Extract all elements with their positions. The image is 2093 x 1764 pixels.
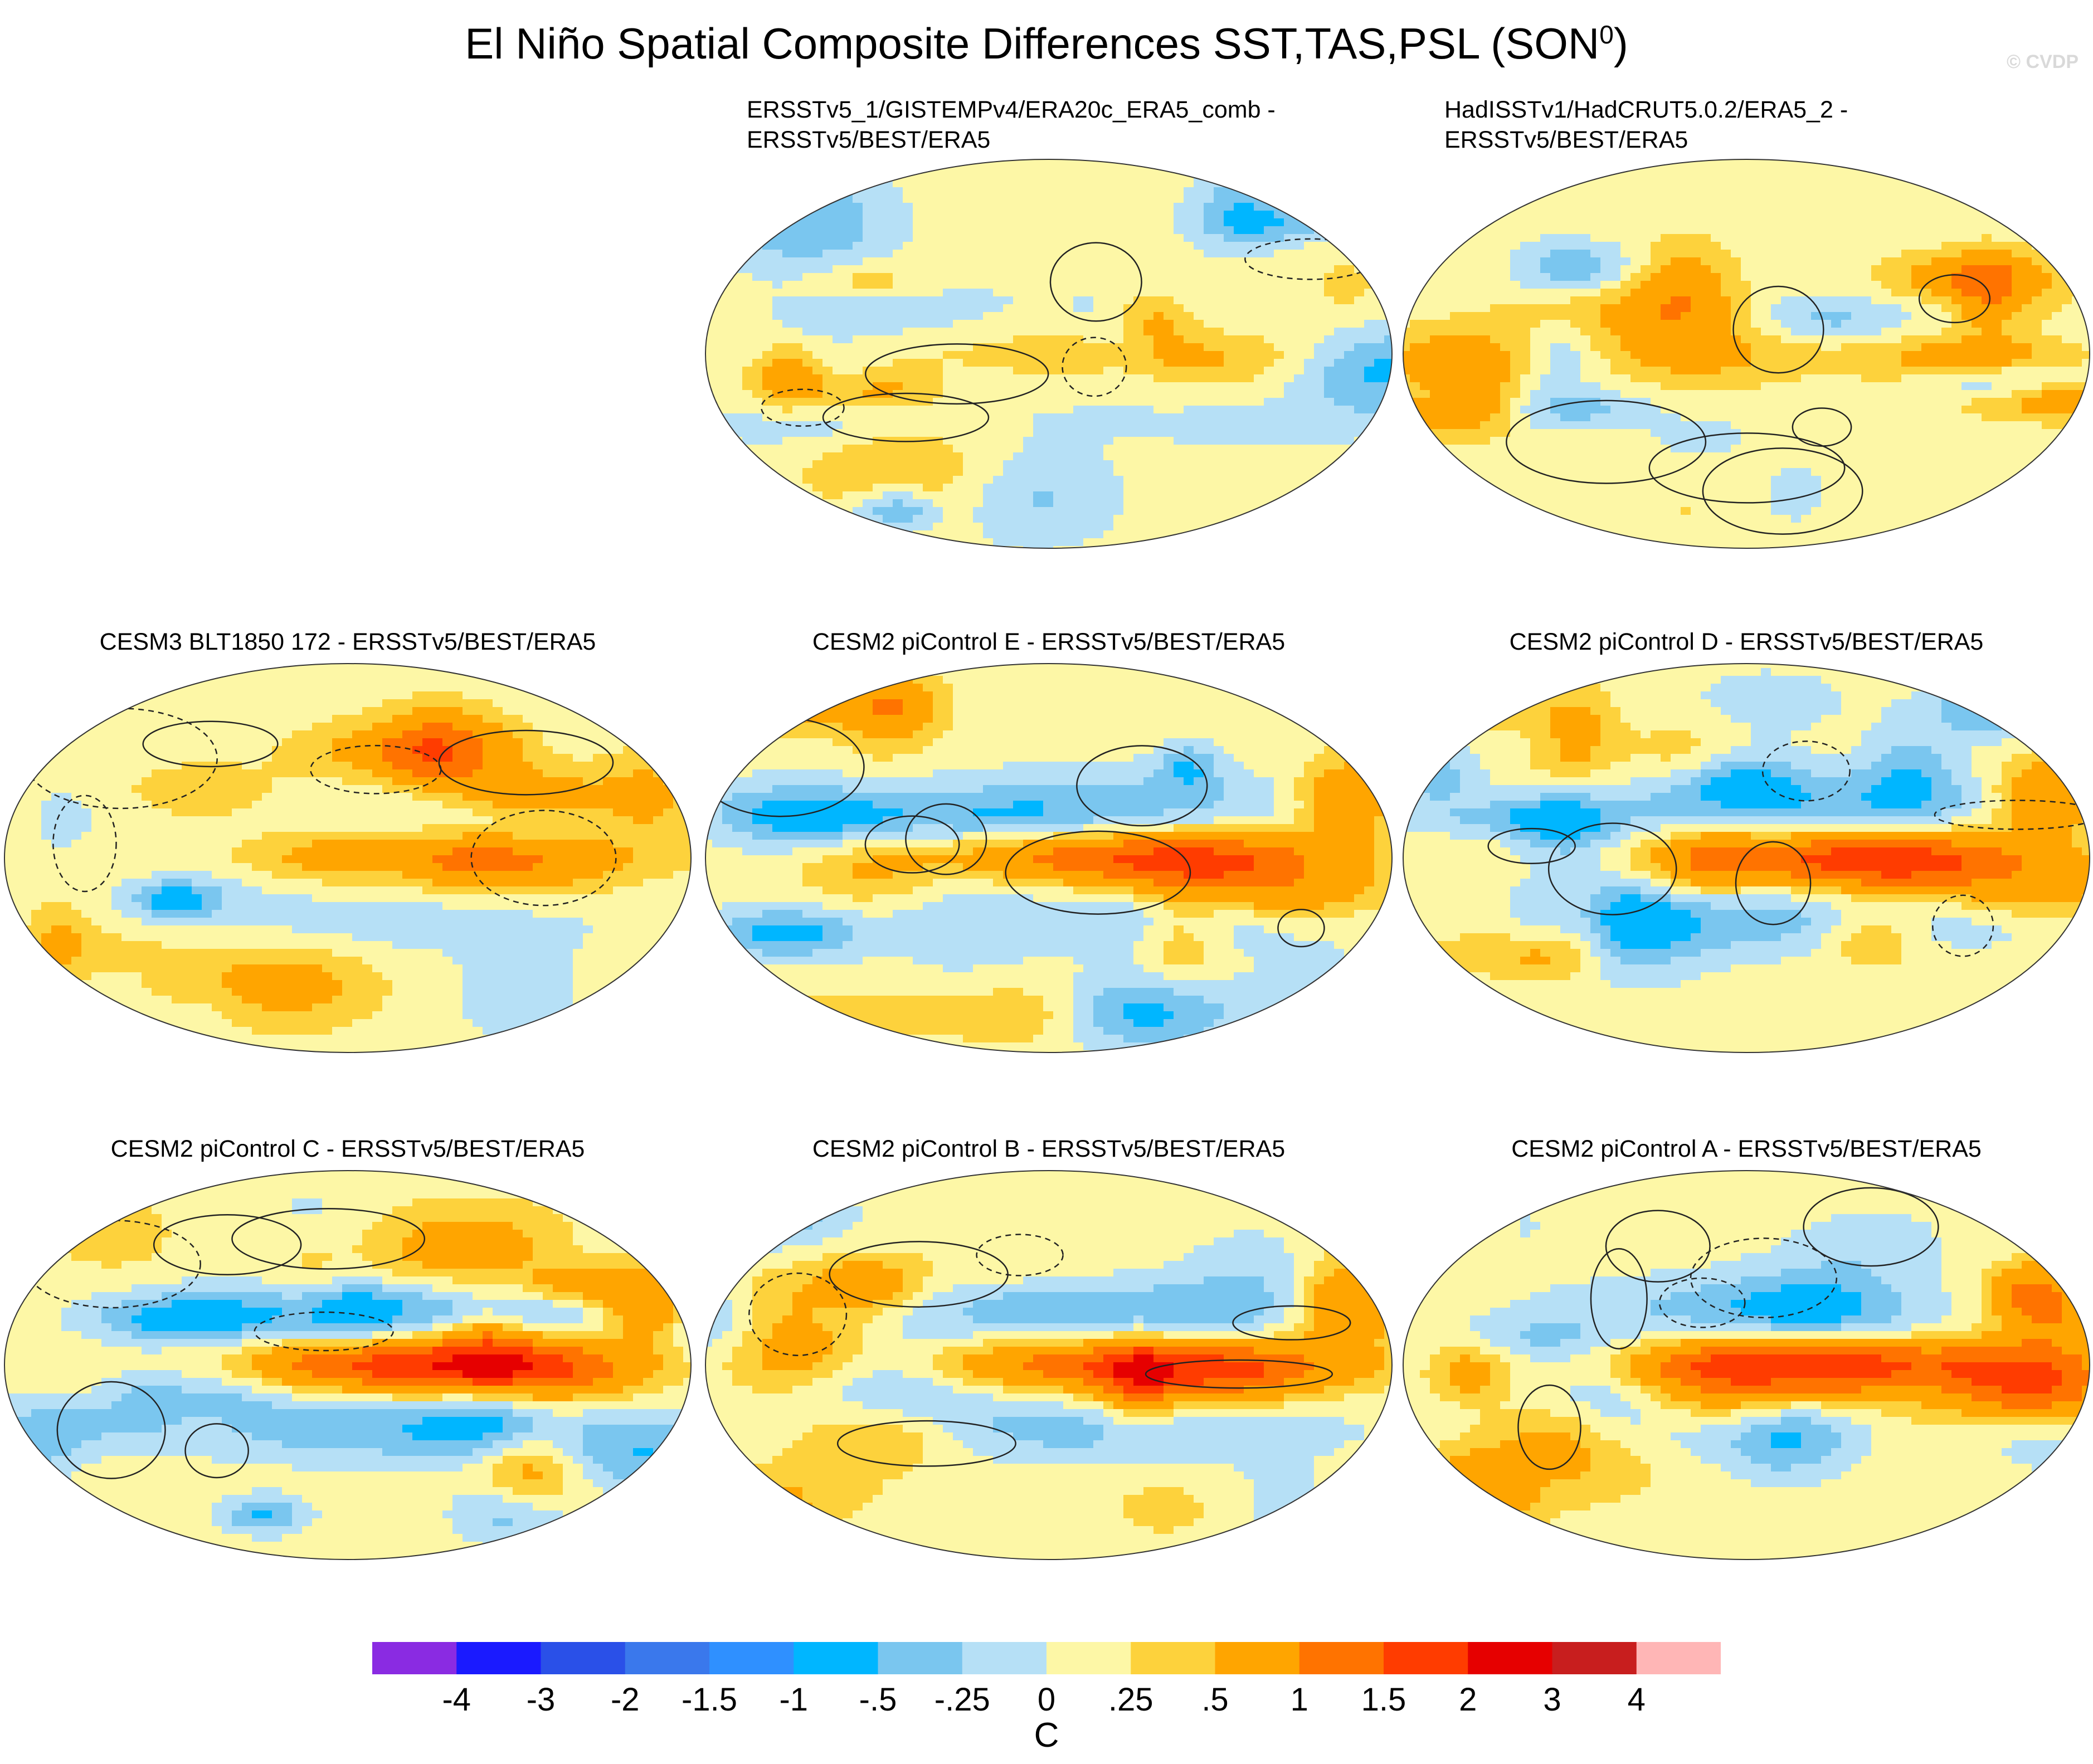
colorbar-swatch	[1131, 1642, 1215, 1674]
colorbar-tick-label: -3	[497, 1680, 586, 1719]
colorbar-swatch	[962, 1642, 1047, 1674]
colorbar-tick-label: 0	[1002, 1680, 1091, 1719]
map-border	[1403, 159, 2090, 549]
temperature-field	[705, 664, 1392, 1052]
temperature-field	[1403, 1171, 2090, 1560]
cvdp-watermark: © CVDP	[1895, 51, 2079, 73]
map-panel: CESM2 piControl A - ERSSTv5/BEST/ERA5	[1400, 1134, 2093, 1591]
map-panel: CESM2 piControl D - ERSSTv5/BEST/ERA5	[1400, 627, 2093, 1084]
colorbar-swatch	[456, 1642, 541, 1674]
panel-title-line: CESM2 piControl E - ERSSTv5/BEST/ERA5	[702, 627, 1395, 657]
panel-title-line: CESM2 piControl C - ERSSTv5/BEST/ERA5	[1, 1134, 694, 1164]
panel-title-line: ERSSTv5_1/GISTEMPv4/ERA20c_ERA5_comb -	[747, 95, 1393, 125]
figure-title: El Niño Spatial Composite Differences SS…	[0, 16, 2093, 71]
colorbar-swatch	[1636, 1642, 1721, 1674]
colorbar-tick-label: -1.5	[665, 1680, 754, 1719]
colorbar-swatch	[1468, 1642, 1552, 1674]
colorbar-swatch	[709, 1642, 794, 1674]
colorbar-swatch	[878, 1642, 963, 1674]
map-border	[4, 663, 692, 1053]
colorbar-swatch	[372, 1642, 457, 1674]
map-border	[705, 663, 1393, 1053]
temperature-field	[1403, 664, 2090, 1052]
global-map	[4, 663, 692, 1053]
panel-title: HadISSTv1/HadCRUT5.0.2/ERA5_2 - ERSSTv5/B…	[1444, 95, 2091, 155]
colorbar-tick-label: 1.5	[1339, 1680, 1428, 1719]
panel-title: CESM2 piControl A - ERSSTv5/BEST/ERA5	[1400, 1134, 2093, 1164]
map-border	[1403, 663, 2090, 1053]
colorbar-swatch	[1384, 1642, 1468, 1674]
panel-title: CESM2 piControl D - ERSSTv5/BEST/ERA5	[1400, 627, 2093, 657]
colorbar-swatch	[1046, 1642, 1131, 1674]
colorbar-tick-label: .5	[1171, 1680, 1260, 1719]
colorbar-tick-label: 4	[1592, 1680, 1681, 1719]
colorbar-tick-label: -1	[749, 1680, 838, 1719]
map-border	[705, 159, 1393, 549]
global-map	[1403, 663, 2090, 1053]
global-map	[4, 1170, 692, 1560]
panel-title-line: ERSSTv5/BEST/ERA5	[747, 125, 1393, 155]
global-map	[1403, 1170, 2090, 1560]
global-map	[1403, 159, 2090, 549]
panel-title-line: CESM3 BLT1850 172 - ERSSTv5/BEST/ERA5	[1, 627, 694, 657]
panel-title: CESM2 piControl E - ERSSTv5/BEST/ERA5	[702, 627, 1395, 657]
colorbar-tick-label: 2	[1423, 1680, 1512, 1719]
temperature-field	[1403, 159, 2090, 548]
panel-title-line: CESM2 piControl B - ERSSTv5/BEST/ERA5	[702, 1134, 1395, 1164]
panel-title: CESM2 piControl B - ERSSTv5/BEST/ERA5	[702, 1134, 1395, 1164]
colorbar-tick-label: -.25	[918, 1680, 1007, 1719]
temperature-field	[705, 1171, 1392, 1560]
map-panel: HadISSTv1/HadCRUT5.0.2/ERA5_2 - ERSSTv5/B…	[1400, 95, 2093, 552]
colorbar-tick-label: -2	[581, 1680, 670, 1719]
panel-title-line: ERSSTv5/BEST/ERA5	[1444, 125, 2091, 155]
global-map	[705, 1170, 1393, 1560]
map-panel: CESM2 piControl C - ERSSTv5/BEST/ERA5	[1, 1134, 694, 1591]
colorbar-swatch	[1215, 1642, 1300, 1674]
colorbar-swatch	[1552, 1642, 1637, 1674]
colorbar-units: C	[1002, 1716, 1091, 1755]
map-panel: CESM2 piControl B - ERSSTv5/BEST/ERA5	[702, 1134, 1395, 1591]
temperature-field	[705, 159, 1392, 548]
map-border	[4, 1170, 692, 1560]
map-panel: CESM3 BLT1850 172 - ERSSTv5/BEST/ERA5	[1, 627, 694, 1084]
colorbar-swatch	[625, 1642, 710, 1674]
map-border	[705, 1170, 1393, 1560]
panel-title: ERSSTv5_1/GISTEMPv4/ERA20c_ERA5_comb - ER…	[747, 95, 1393, 155]
colorbar-swatch	[1299, 1642, 1384, 1674]
colorbar-tick-label: -.5	[834, 1680, 923, 1719]
colorbar-tick-label: 1	[1255, 1680, 1344, 1719]
map-panel: CESM2 piControl E - ERSSTv5/BEST/ERA5	[702, 627, 1395, 1084]
panel-title-line: CESM2 piControl A - ERSSTv5/BEST/ERA5	[1400, 1134, 2093, 1164]
colorbar-tick-label: .25	[1086, 1680, 1175, 1719]
colorbar-tick-label: 3	[1508, 1680, 1597, 1719]
colorbar-swatch	[794, 1642, 878, 1674]
global-map	[705, 159, 1393, 549]
temperature-field	[4, 1171, 691, 1560]
colorbar	[372, 1642, 1721, 1674]
panel-title-line: CESM2 piControl D - ERSSTv5/BEST/ERA5	[1400, 627, 2093, 657]
colorbar-tick-label: -4	[412, 1680, 501, 1719]
global-map	[705, 663, 1393, 1053]
temperature-field	[4, 664, 691, 1052]
panel-title: CESM2 piControl C - ERSSTv5/BEST/ERA5	[1, 1134, 694, 1164]
panel-title-line: HadISSTv1/HadCRUT5.0.2/ERA5_2 -	[1444, 95, 2091, 125]
colorbar-swatch	[541, 1642, 626, 1674]
panel-title: CESM3 BLT1850 172 - ERSSTv5/BEST/ERA5	[1, 627, 694, 657]
map-panel: ERSSTv5_1/GISTEMPv4/ERA20c_ERA5_comb - ER…	[702, 95, 1395, 552]
map-border	[1403, 1170, 2090, 1560]
